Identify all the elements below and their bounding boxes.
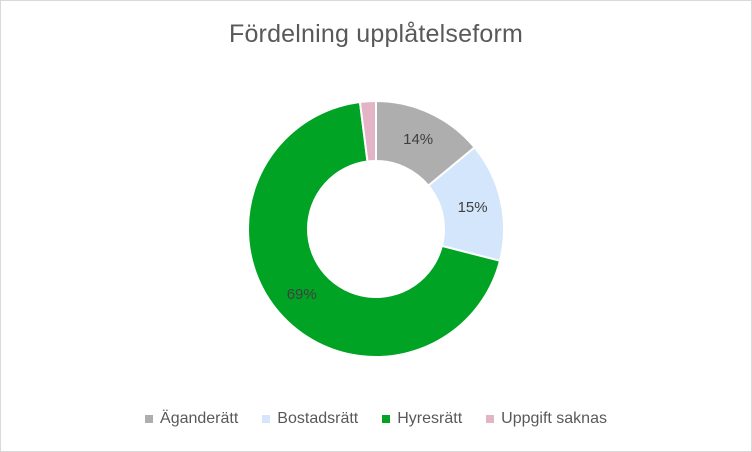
- data-label-hyresratt: 69%: [287, 286, 317, 303]
- chart-title: Fördelning upplåtelseform: [228, 20, 524, 48]
- legend-item-hyresratt: Hyresrätt: [382, 410, 462, 428]
- legend-swatch-hyresratt: [382, 415, 391, 423]
- legend-item-uppgift-saknas: Uppgift saknas: [486, 410, 607, 428]
- legend-label-aganderatt: Äganderätt: [160, 410, 239, 427]
- chart-legend: Äganderätt Bostadsrätt Hyresrätt Uppgift…: [0, 410, 752, 428]
- donut-slice-labels: 14% 15% 69%: [287, 131, 488, 303]
- legend-swatch-aganderatt: [145, 415, 154, 423]
- data-label-aganderatt: 14%: [403, 131, 433, 148]
- legend-swatch-uppgift-saknas: [486, 415, 495, 423]
- data-label-bostadsratt: 15%: [458, 199, 488, 216]
- legend-item-aganderatt: Äganderätt: [145, 410, 238, 428]
- legend-item-bostadsratt: Bostadsrätt: [262, 410, 358, 428]
- legend-label-hyresratt: Hyresrätt: [397, 410, 463, 427]
- donut-slices: [247, 99, 505, 358]
- donut-slice-hyresratt: [247, 100, 502, 358]
- donut-slice-uppgift-saknas: [358, 99, 377, 163]
- legend-label-bostadsratt: Bostadsrätt: [277, 410, 359, 427]
- legend-swatch-bostadsratt: [262, 415, 271, 423]
- legend-label-uppgift-saknas: Uppgift saknas: [501, 410, 607, 427]
